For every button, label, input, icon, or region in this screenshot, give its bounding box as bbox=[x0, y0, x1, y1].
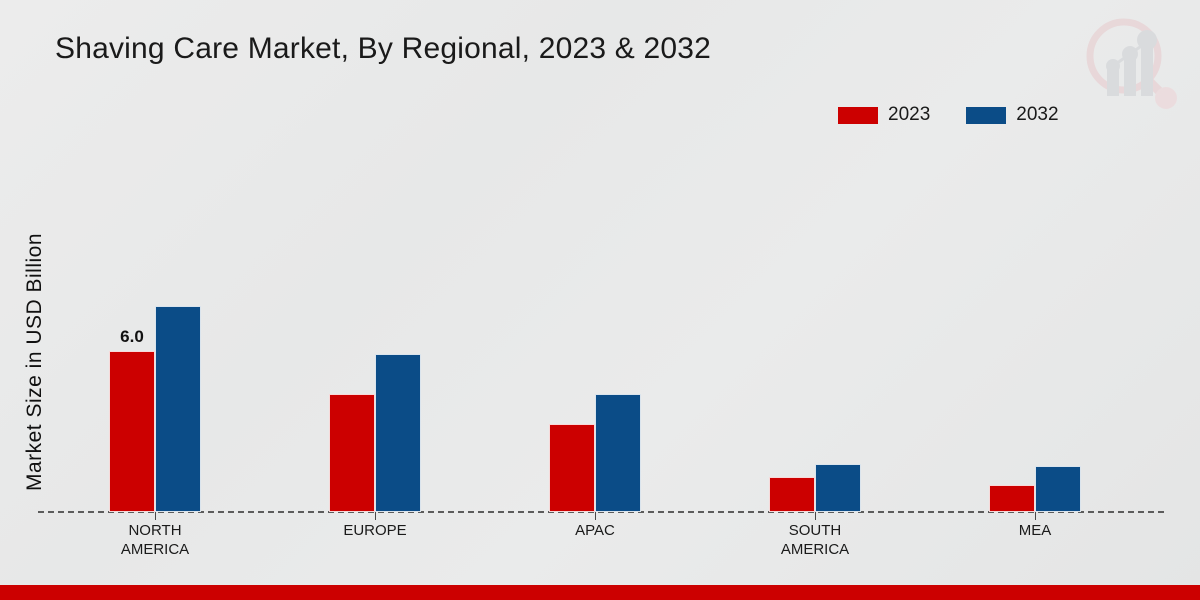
legend-swatch-2032 bbox=[966, 106, 1007, 124]
x-axis-tick bbox=[155, 512, 156, 520]
bar-2023-apac[interactable] bbox=[549, 424, 595, 512]
x-axis-tick bbox=[595, 512, 596, 520]
x-axis-label-north-america: NORTH AMERICA bbox=[120, 522, 190, 558]
bottom-accent-bar bbox=[0, 585, 1200, 600]
market-research-logo-icon bbox=[1074, 8, 1182, 116]
bar-group bbox=[989, 466, 1081, 512]
bar-2032-south-america[interactable] bbox=[815, 464, 861, 512]
page-title: Shaving Care Market, By Regional, 2023 &… bbox=[55, 32, 712, 65]
legend-swatch-2023 bbox=[838, 106, 878, 124]
x-axis-baseline bbox=[38, 511, 1164, 513]
legend-label-2032: 2032 bbox=[1016, 104, 1059, 125]
bar-group: 6.0 bbox=[109, 306, 201, 512]
x-axis-label-apac: APAC bbox=[575, 522, 615, 539]
bar-2032-north-america[interactable] bbox=[155, 306, 201, 512]
x-axis-tick bbox=[375, 512, 376, 520]
x-axis-label-europe: EUROPE bbox=[343, 522, 407, 539]
bar-2023-south-america[interactable] bbox=[769, 477, 815, 512]
x-axis-tick bbox=[815, 512, 816, 520]
x-axis-tick bbox=[1035, 512, 1036, 520]
x-axis-label-south-america: SOUTH AMERICA bbox=[780, 522, 850, 558]
bar-group bbox=[769, 464, 861, 512]
bar-group bbox=[549, 394, 641, 512]
bar-2032-mea[interactable] bbox=[1035, 466, 1081, 512]
chart-legend: 2023 2032 bbox=[838, 104, 1059, 126]
bar-2023-mea[interactable] bbox=[989, 485, 1035, 512]
bar-2032-apac[interactable] bbox=[595, 394, 641, 512]
bar-value-label: 6.0 bbox=[120, 327, 144, 346]
legend-label-2023: 2023 bbox=[888, 104, 931, 125]
bar-2032-europe[interactable] bbox=[375, 354, 421, 512]
bar-2023-north-america[interactable]: 6.0 bbox=[109, 327, 155, 512]
legend-item-2023[interactable]: 2023 bbox=[838, 104, 930, 126]
x-axis-label-mea: MEA bbox=[1018, 522, 1052, 539]
bar-2023-europe[interactable] bbox=[329, 394, 375, 512]
legend-item-2032[interactable]: 2032 bbox=[966, 104, 1059, 126]
bar-group bbox=[329, 354, 421, 512]
